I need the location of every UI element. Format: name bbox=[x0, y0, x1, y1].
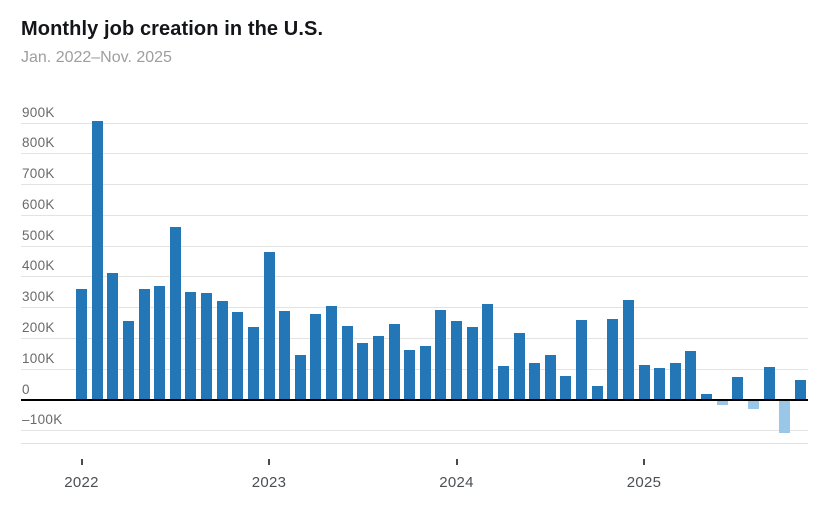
x-axis-year-label: 2024 bbox=[439, 474, 474, 491]
bar-apr-2025 bbox=[685, 350, 697, 400]
x-axis-year-label: 2022 bbox=[64, 474, 99, 491]
y-axis-label: 700K bbox=[22, 166, 55, 181]
bar-jun-2022 bbox=[154, 286, 166, 400]
x-axis-year-label: 2023 bbox=[251, 474, 287, 491]
bar-may-2024 bbox=[513, 333, 525, 400]
bar-jun-2023 bbox=[341, 325, 353, 400]
y-axis-label: 100K bbox=[22, 350, 55, 366]
bar-jun-2024 bbox=[529, 362, 541, 400]
gridline bbox=[21, 122, 808, 124]
bar-jun-2025 bbox=[716, 400, 728, 405]
bar-jul-2025 bbox=[732, 377, 744, 400]
gridline bbox=[21, 337, 808, 339]
bar-dec-2024 bbox=[622, 300, 634, 400]
bar-sep-2025 bbox=[763, 367, 775, 400]
bar-oct-2023 bbox=[404, 349, 416, 400]
y-axis-label: 600K bbox=[22, 196, 55, 212]
bar-sep-2024 bbox=[576, 319, 587, 400]
gridline bbox=[21, 153, 808, 155]
gridline bbox=[21, 307, 808, 309]
bar-feb-2022 bbox=[91, 121, 103, 400]
bar-mar-2025 bbox=[669, 362, 681, 400]
bar-feb-2025 bbox=[654, 368, 666, 400]
y-axis-label: 800K bbox=[22, 135, 55, 151]
gridline bbox=[21, 245, 808, 247]
y-axis-label: 200K bbox=[22, 319, 55, 335]
bar-may-2023 bbox=[326, 306, 337, 400]
y-axis-label: –100K bbox=[22, 412, 63, 428]
bar-apr-2023 bbox=[310, 313, 322, 400]
bar-nov-2022 bbox=[232, 311, 244, 400]
bar-jul-2022 bbox=[169, 227, 181, 400]
gridline bbox=[21, 184, 808, 185]
gridline bbox=[21, 430, 808, 432]
bar-nov-2023 bbox=[419, 345, 431, 400]
chart-subtitle: Jan. 2022–Nov. 2025 bbox=[21, 49, 172, 66]
bar-sep-2023 bbox=[388, 324, 400, 400]
y-axis-label: 400K bbox=[22, 258, 55, 274]
y-axis-label: 300K bbox=[22, 289, 55, 305]
bar-aug-2022 bbox=[185, 291, 197, 400]
y-axis-label: 900K bbox=[22, 104, 55, 120]
x-axis-tick bbox=[643, 459, 645, 465]
x-axis-tick bbox=[455, 459, 458, 465]
x-axis-tick bbox=[268, 459, 270, 465]
bar-jul-2024 bbox=[544, 354, 556, 400]
bar-nov-2025 bbox=[794, 379, 806, 400]
bar-sep-2022 bbox=[201, 293, 212, 400]
zero-baseline bbox=[21, 398, 808, 401]
bar-apr-2024 bbox=[497, 365, 509, 400]
bar-mar-2022 bbox=[107, 273, 119, 400]
bar-oct-2022 bbox=[216, 301, 228, 400]
bar-feb-2023 bbox=[279, 311, 291, 400]
bar-jan-2023 bbox=[263, 252, 275, 400]
bar-apr-2022 bbox=[122, 321, 134, 400]
bar-nov-2024 bbox=[607, 318, 619, 400]
bar-feb-2024 bbox=[466, 326, 478, 400]
gridline bbox=[21, 276, 808, 278]
x-axis-tick bbox=[80, 459, 83, 465]
chart-title: Monthly job creation in the U.S. bbox=[21, 18, 324, 40]
bar-may-2025 bbox=[701, 393, 712, 400]
gridline bbox=[21, 214, 808, 216]
bar-oct-2025 bbox=[779, 400, 791, 433]
bar-jan-2024 bbox=[451, 320, 462, 400]
bar-dec-2022 bbox=[247, 327, 259, 400]
bar-may-2022 bbox=[138, 288, 150, 400]
bar-jul-2023 bbox=[357, 342, 369, 400]
bar-jan-2022 bbox=[76, 288, 87, 400]
bar-mar-2024 bbox=[482, 304, 494, 400]
y-axis-label: 0 bbox=[22, 381, 30, 397]
y-axis-label: 500K bbox=[22, 227, 55, 243]
plot-bottom-spine bbox=[21, 443, 808, 444]
bar-aug-2023 bbox=[372, 335, 384, 400]
bar-mar-2023 bbox=[294, 354, 306, 400]
bar-oct-2024 bbox=[591, 386, 603, 400]
x-axis-year-label: 2025 bbox=[626, 474, 662, 491]
bar-dec-2023 bbox=[435, 310, 447, 400]
bar-jan-2025 bbox=[638, 365, 650, 400]
bar-aug-2025 bbox=[747, 400, 759, 409]
bar-aug-2024 bbox=[560, 375, 572, 400]
